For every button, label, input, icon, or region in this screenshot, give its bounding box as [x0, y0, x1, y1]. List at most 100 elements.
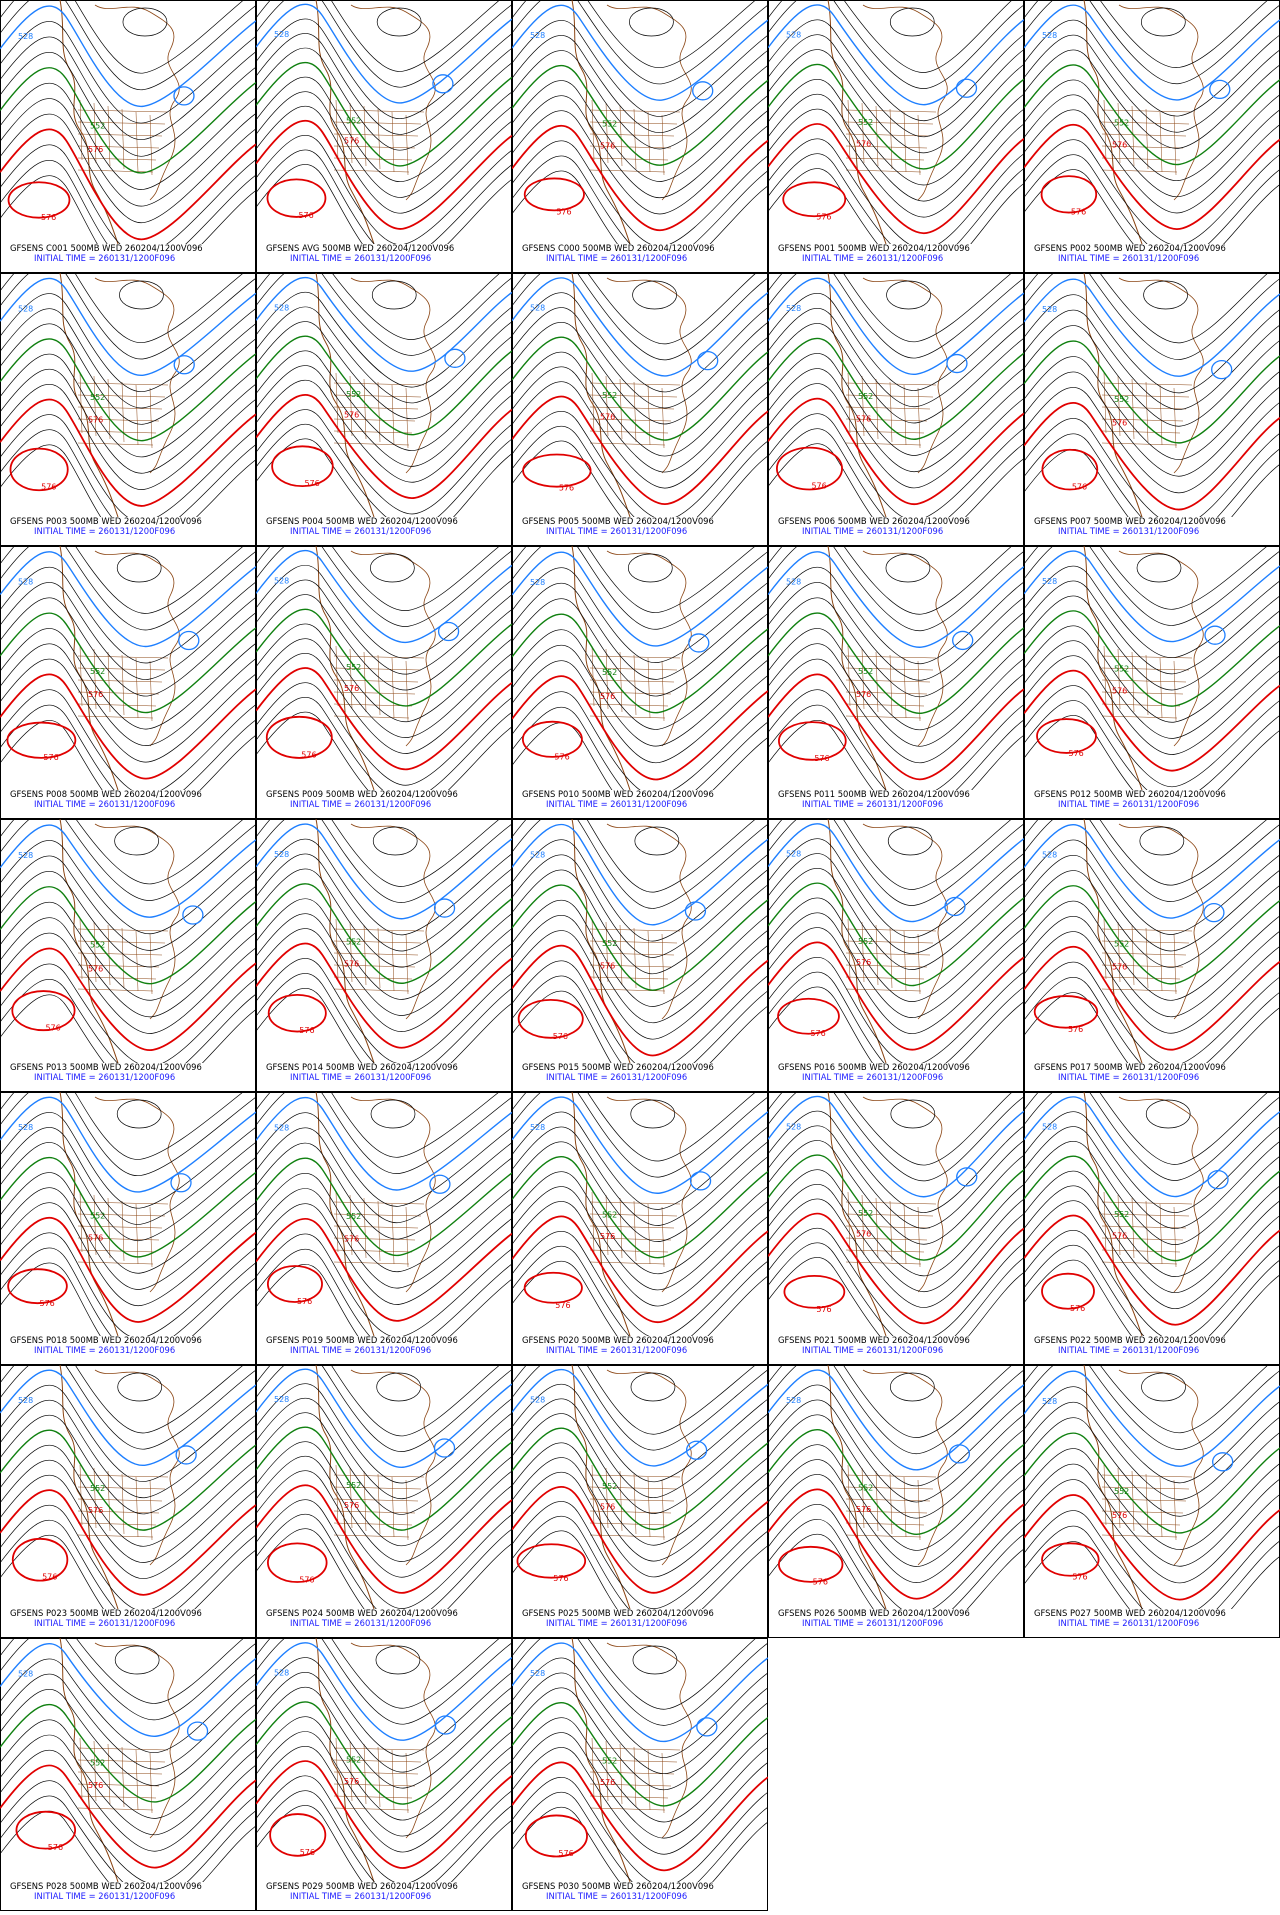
state-line — [333, 1510, 416, 1514]
low-loop — [371, 280, 417, 310]
contour — [0, 947, 256, 1051]
contour — [1024, 1448, 1280, 1550]
caption-line2: INITIAL TIME = 260131/1200F096 — [802, 799, 943, 809]
contour — [1024, 1244, 1280, 1336]
low-loop — [887, 826, 933, 856]
low-loop — [692, 81, 714, 101]
coastline — [1083, 1092, 1143, 1336]
contour — [512, 1732, 768, 1839]
contour — [0, 1262, 256, 1336]
low-loop — [433, 898, 456, 918]
contour — [0, 1399, 256, 1498]
low-loop — [634, 826, 680, 856]
caption-line2: INITIAL TIME = 260131/1200F096 — [290, 253, 431, 263]
contour — [0, 673, 256, 780]
panel: 528 552 576 576 GFSENS P008 500MB WED 260204… — [0, 546, 256, 819]
contour-label: 552 — [602, 1211, 617, 1220]
contour — [256, 1412, 512, 1515]
contour-label: 576 — [344, 1777, 359, 1786]
contour — [768, 1198, 1024, 1308]
state-line — [77, 988, 154, 992]
contour-label: 552 — [1114, 119, 1129, 128]
contour — [1024, 273, 1269, 343]
contour-label: 576 — [344, 1235, 359, 1244]
contour — [768, 1257, 1024, 1336]
contour — [256, 565, 512, 659]
contour — [0, 917, 256, 1017]
state-line — [93, 102, 97, 164]
coastline — [315, 1638, 375, 1882]
caption-line2: INITIAL TIME = 260131/1200F096 — [546, 1072, 687, 1082]
contour — [0, 1519, 256, 1609]
contour-label: 576 — [1112, 1231, 1127, 1240]
state-line — [661, 1479, 665, 1541]
state-line — [589, 1534, 666, 1538]
low-loop — [952, 630, 974, 651]
low-loop — [627, 553, 673, 583]
contour — [256, 1470, 512, 1578]
contour — [256, 1514, 512, 1609]
panel-border — [0, 1092, 256, 1365]
state-line — [845, 406, 931, 410]
panel: 528 552 576 576 GFSENS P006 500MB WED 260204… — [768, 273, 1024, 546]
contour — [1024, 278, 1280, 377]
contour — [768, 612, 1024, 714]
caption-line1: GFSENS P007 500MB WED 260204/1200V096 — [1034, 516, 1226, 526]
contour-label: 576 — [48, 1843, 63, 1852]
state-line — [845, 1249, 925, 1253]
contour — [512, 854, 768, 958]
contour-label: 552 — [1114, 1487, 1129, 1496]
panel: 528 552 576 576 GFSENS P020 500MB WED 260204… — [512, 1092, 768, 1365]
map: 528 552 576 576 — [768, 1092, 1024, 1336]
contour-label: 576 — [299, 1026, 314, 1035]
contour — [0, 1127, 256, 1225]
contour — [512, 706, 768, 790]
coastline — [571, 1092, 631, 1336]
contour — [768, 1429, 1024, 1535]
contour-label: 576 — [298, 211, 313, 220]
state-line — [1101, 1522, 1181, 1526]
caption-line1: GFSENS P019 500MB WED 260204/1200V096 — [266, 1335, 458, 1345]
contour — [256, 273, 501, 340]
state-line — [391, 1476, 395, 1538]
state-line — [333, 976, 413, 980]
contour — [256, 579, 512, 675]
contour — [768, 337, 1024, 440]
contour — [512, 1530, 768, 1609]
contour — [0, 273, 256, 360]
map: 528 552 576 576 — [0, 1638, 256, 1882]
caption-line2: INITIAL TIME = 260131/1200F096 — [34, 1618, 175, 1628]
state-line — [661, 387, 665, 449]
coastline — [1118, 1096, 1204, 1293]
contour — [1024, 1494, 1280, 1601]
contour — [256, 1233, 512, 1336]
contour — [768, 853, 1024, 954]
state-line — [333, 988, 410, 992]
state-line — [647, 657, 651, 719]
coastline — [606, 1096, 692, 1293]
low-loop — [1141, 1372, 1186, 1402]
state-line — [77, 1783, 160, 1787]
contour — [512, 1515, 768, 1609]
contour — [512, 900, 768, 1007]
contour — [512, 1806, 768, 1882]
contour — [1024, 685, 1280, 787]
caption-line2: INITIAL TIME = 260131/1200F096 — [802, 1345, 943, 1355]
state-line — [589, 928, 681, 932]
contour — [256, 321, 512, 419]
state-line — [77, 442, 154, 446]
contour — [768, 819, 1013, 890]
contour — [256, 1716, 512, 1821]
contour-label: 552 — [346, 1481, 361, 1490]
contour-label: 528 — [18, 578, 33, 587]
panel-border — [768, 0, 1024, 273]
contour — [256, 853, 512, 952]
state-line — [93, 648, 97, 710]
high-loop — [522, 453, 592, 488]
map: 528 552 576 576 — [256, 1638, 512, 1882]
high-loop — [1041, 1542, 1100, 1577]
contour-label: 528 — [18, 1669, 33, 1678]
state-line — [647, 1203, 651, 1265]
state-line — [661, 1752, 665, 1814]
contour — [1024, 885, 1280, 985]
